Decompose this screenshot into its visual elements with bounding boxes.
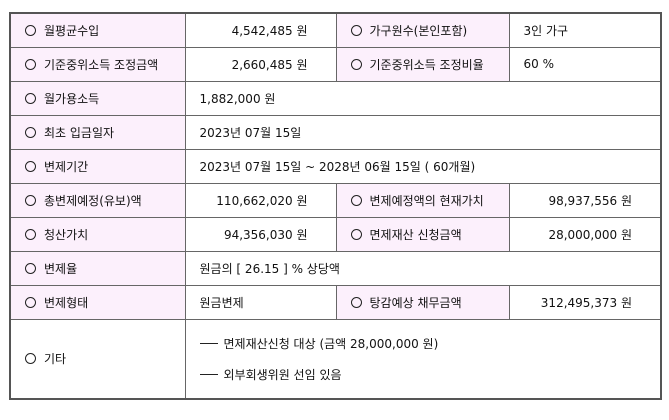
label-text: 월평균수입: [44, 23, 100, 38]
value-cell: 3인 가구: [508, 12, 662, 48]
label-cell: 월평균수입: [9, 12, 186, 48]
circle-bullet-icon: [25, 58, 36, 70]
notes-cell: 면제재산신청 대상 (금액 28,000,000 원) 외부회생위원 선임 있음: [184, 318, 662, 400]
value-cell: 110,662,020 원: [184, 182, 337, 218]
dash-icon: [199, 373, 218, 375]
label-cell: 변제예정액의 현재가치: [335, 182, 510, 218]
table-row: 변제기간 2023년 07월 15일 ~ 2028년 06월 15일 ( 60개…: [9, 148, 662, 184]
label-cell: 총변제예정(유보)액: [9, 182, 186, 218]
note-item: 면제재산신청 대상 (금액 28,000,000 원): [199, 335, 647, 352]
circle-bullet-icon: [25, 353, 36, 365]
label-text: 탕감예상 채무금액: [369, 295, 462, 310]
value-cell: 94,356,030 원: [184, 216, 337, 252]
label-cell: 기준중위소득 조정비율: [335, 46, 510, 82]
table-row: 월가용소득 1,882,000 원: [9, 80, 662, 116]
circle-bullet-icon: [25, 92, 36, 104]
table-row: 변제형태 원금변제 탕감예상 채무금액 312,495,373 원: [9, 284, 662, 320]
table-row-other: 기타 면제재산신청 대상 (금액 28,000,000 원) 외부회생위원 선임…: [9, 318, 662, 400]
label-cell: 기타: [9, 318, 186, 400]
circle-bullet-icon: [25, 194, 36, 206]
value-cell: 2,660,485 원: [184, 46, 337, 82]
circle-bullet-icon: [350, 58, 362, 70]
note-item: 외부회생위원 선임 있음: [199, 366, 647, 383]
circle-bullet-icon: [25, 296, 36, 308]
label-text: 월가용소득: [44, 91, 100, 106]
label-text: 면제재산 신청금액: [369, 227, 462, 242]
circle-bullet-icon: [25, 228, 36, 240]
value-cell: 28,000,000 원: [508, 216, 662, 252]
label-cell: 가구원수(본인포함): [335, 12, 510, 48]
circle-bullet-icon: [25, 126, 36, 138]
label-cell: 월가용소득: [9, 80, 186, 116]
value-cell: 312,495,373 원: [508, 284, 662, 320]
label-cell: 변제기간: [9, 148, 186, 184]
label-text: 변제예정액의 현재가치: [369, 193, 484, 208]
table-row: 월평균수입 4,542,485 원 가구원수(본인포함) 3인 가구: [9, 12, 662, 48]
label-text: 가구원수(본인포함): [369, 23, 468, 38]
table-row: 총변제예정(유보)액 110,662,020 원 변제예정액의 현재가치 98,…: [9, 182, 662, 218]
circle-bullet-icon: [25, 24, 36, 36]
value-cell: 4,542,485 원: [184, 12, 337, 48]
label-text: 변제기간: [44, 159, 89, 174]
circle-bullet-icon: [25, 262, 36, 274]
label-cell: 기준중위소득 조정금액: [9, 46, 186, 82]
label-text: 기준중위소득 조정비율: [369, 57, 484, 72]
label-cell: 면제재산 신청금액: [335, 216, 510, 252]
label-cell: 변제율: [9, 250, 186, 286]
value-cell: 1,882,000 원: [184, 80, 662, 116]
table-row: 변제율 원금의 [ 26.15 ] % 상당액: [9, 250, 662, 286]
label-text: 변제율: [44, 261, 78, 276]
table-row: 최초 입금일자 2023년 07월 15일: [9, 114, 662, 150]
dash-icon: [199, 342, 218, 344]
table-row: 기준중위소득 조정금액 2,660,485 원 기준중위소득 조정비율 60 %: [9, 46, 662, 82]
value-cell: 2023년 07월 15일: [184, 114, 662, 150]
label-text: 최초 입금일자: [44, 125, 115, 140]
value-cell: 60 %: [508, 46, 662, 82]
repayment-summary-table: 월평균수입 4,542,485 원 가구원수(본인포함) 3인 가구 기준중위소…: [9, 12, 662, 400]
value-cell: 98,937,556 원: [508, 182, 662, 218]
label-cell: 최초 입금일자: [9, 114, 186, 150]
circle-bullet-icon: [350, 24, 362, 36]
note-text: 외부회생위원 선임 있음: [223, 367, 342, 382]
note-text: 면제재산신청 대상 (금액 28,000,000 원): [223, 336, 439, 351]
label-cell: 변제형태: [9, 284, 186, 320]
label-text: 기준중위소득 조정금액: [44, 57, 159, 72]
value-cell: 2023년 07월 15일 ~ 2028년 06월 15일 ( 60개월): [184, 148, 662, 184]
label-text: 기타: [44, 352, 67, 367]
label-text: 청산가치: [44, 227, 89, 242]
value-cell: 원금의 [ 26.15 ] % 상당액: [184, 250, 662, 286]
table-row: 청산가치 94,356,030 원 면제재산 신청금액 28,000,000 원: [9, 216, 662, 252]
label-text: 총변제예정(유보)액: [44, 193, 142, 208]
circle-bullet-icon: [25, 160, 36, 172]
label-cell: 청산가치: [9, 216, 186, 252]
circle-bullet-icon: [350, 296, 362, 308]
circle-bullet-icon: [350, 228, 362, 240]
label-cell: 탕감예상 채무금액: [335, 284, 510, 320]
value-cell: 원금변제: [184, 284, 337, 320]
circle-bullet-icon: [350, 194, 362, 206]
label-text: 변제형태: [44, 295, 89, 310]
